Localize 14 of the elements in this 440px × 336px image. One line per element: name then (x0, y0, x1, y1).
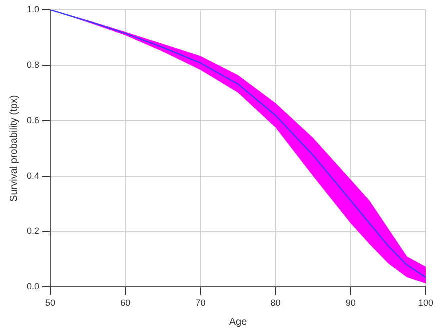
x-tick-label: 50 (46, 298, 56, 308)
y-tick-label: 0.0 (26, 282, 40, 292)
x-tick-label: 60 (120, 298, 131, 308)
y-axis-title: Survival probability (tpx) (8, 95, 20, 202)
y-tick-label: 0.6 (26, 115, 40, 126)
x-tick-label: 100 (418, 298, 434, 308)
x-tick-label: 70 (196, 298, 206, 308)
x-axis-title: Age (229, 316, 248, 328)
x-tick-label: 80 (270, 298, 281, 308)
y-tick-label: 1.0 (26, 4, 40, 14)
y-tick-label: 0.4 (26, 170, 40, 181)
x-tick-label: 90 (346, 298, 356, 308)
y-tick-label: 0.2 (26, 226, 40, 236)
y-tick-label: 0.8 (26, 60, 40, 70)
